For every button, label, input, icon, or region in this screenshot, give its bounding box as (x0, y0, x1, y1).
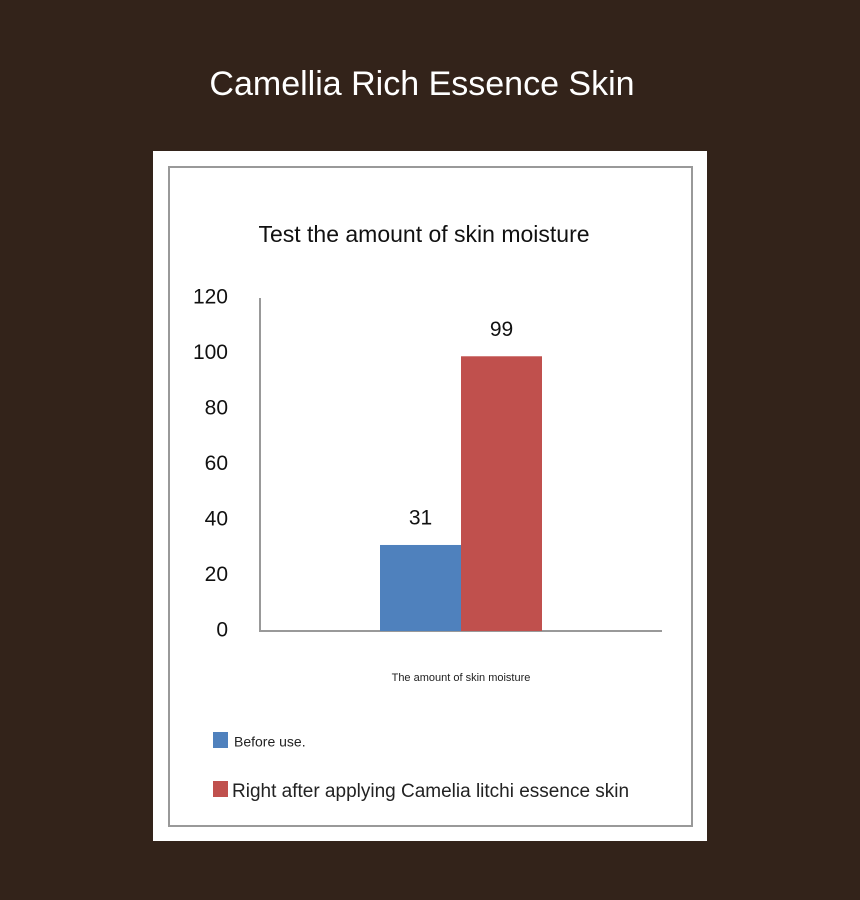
y-tick-label: 100 (193, 341, 228, 364)
y-tick-label: 40 (205, 508, 228, 531)
legend-swatch (213, 732, 228, 748)
bar (380, 544, 461, 631)
chart-card (153, 151, 707, 841)
legend-label: Right after applying Camelia litchi esse… (232, 781, 629, 802)
y-tick-label: 60 (205, 452, 228, 475)
legend-swatch (213, 781, 228, 797)
data-label: 31 (409, 507, 432, 530)
data-label: 99 (490, 318, 513, 341)
chart-title: Test the amount of skin moisture (258, 221, 589, 247)
bar (461, 356, 542, 631)
chart-frame (168, 166, 693, 827)
y-tick-label: 20 (205, 563, 228, 586)
y-tick-label: 120 (193, 286, 228, 309)
y-tick-label: 0 (216, 619, 228, 642)
page-title: Camellia Rich Essence Skin (209, 65, 634, 103)
y-tick-label: 80 (205, 397, 228, 420)
legend-label: Before use. (234, 734, 306, 750)
x-tick-label: The amount of skin moisture (392, 672, 531, 684)
